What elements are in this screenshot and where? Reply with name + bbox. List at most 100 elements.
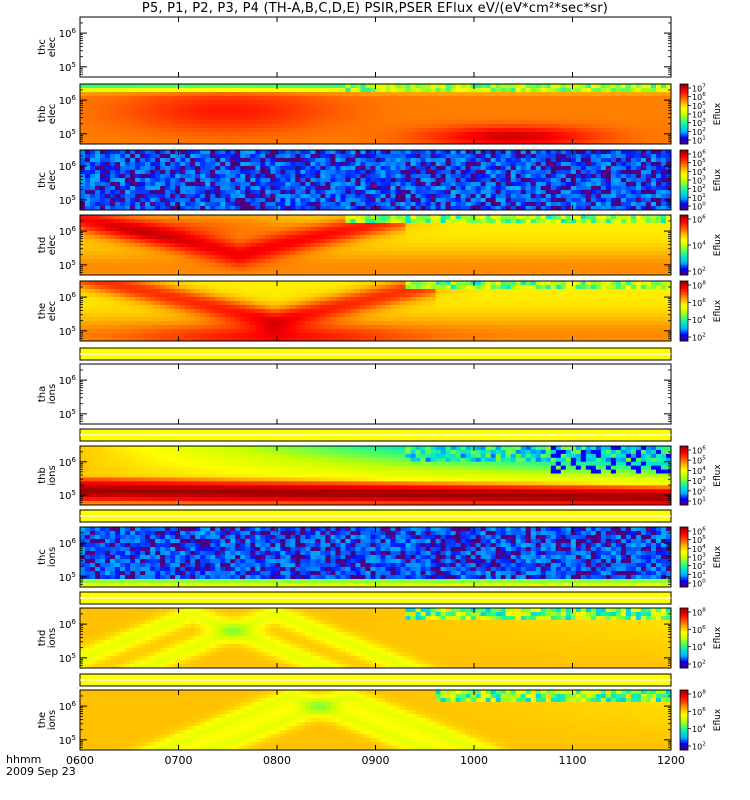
heatmap-cell: [225, 247, 231, 252]
heatmap-cell: [340, 231, 346, 236]
heatmap-cell: [295, 120, 301, 125]
heatmap-cell: [160, 255, 166, 260]
heatmap-cell: [425, 190, 431, 195]
colorbar-swatch: [680, 123, 688, 125]
heatmap-cell: [300, 194, 306, 199]
heatmap-cell: [230, 267, 236, 272]
heatmap-cell: [335, 100, 341, 105]
heatmap-cell: [160, 140, 166, 145]
heatmap-cell: [635, 132, 642, 137]
heatmap-cell: [375, 202, 381, 207]
heatmap-cell: [85, 84, 91, 89]
heatmap-cell: [380, 158, 386, 163]
heatmap-cell: [450, 166, 457, 171]
heatmap-cell: [320, 84, 326, 89]
heatmap-cell: [435, 182, 442, 187]
heatmap-cell: [305, 263, 311, 268]
heatmap-cell: [390, 92, 396, 97]
heatmap-cell: [455, 259, 462, 264]
heatmap-cell: [455, 219, 462, 224]
heatmap-cell: [565, 182, 572, 187]
heatmap-cell: [570, 174, 577, 179]
heatmap-cell: [395, 170, 401, 175]
heatmap-cell: [150, 243, 156, 248]
tick-label: 106: [692, 92, 706, 102]
heatmap-cell: [240, 92, 246, 97]
heatmap-cell: [535, 158, 542, 163]
heatmap-cell: [205, 206, 211, 211]
heatmap-cell: [215, 136, 221, 141]
heatmap-cell: [225, 158, 231, 163]
heatmap-cell: [150, 259, 156, 264]
heatmap-cell: [230, 271, 236, 276]
heatmap-cell: [315, 186, 321, 191]
heatmap-cell: [270, 88, 276, 93]
heatmap-cell: [545, 140, 552, 145]
heatmap-cell: [210, 190, 216, 195]
heatmap-cell: [170, 251, 176, 256]
heatmap-cell: [265, 194, 271, 199]
heatmap-cell: [580, 136, 587, 141]
heatmap-cell: [400, 136, 406, 141]
heatmap-cell: [270, 120, 276, 125]
heatmap-cell: [240, 251, 246, 256]
heatmap-cell: [90, 174, 96, 179]
heatmap-cell: [145, 166, 151, 171]
heatmap-cell: [250, 116, 256, 121]
heatmap-cell: [455, 104, 462, 109]
heatmap-cell: [155, 88, 161, 93]
heatmap-cell: [625, 182, 632, 187]
heatmap-cell: [95, 202, 101, 207]
heatmap-cell: [655, 194, 662, 199]
heatmap-cell: [200, 194, 206, 199]
heatmap-cell: [125, 158, 131, 163]
heatmap-cell: [115, 120, 121, 125]
heatmap-cell: [280, 243, 286, 248]
heatmap-cell: [275, 108, 281, 113]
heatmap-cell: [625, 154, 632, 159]
heatmap-cell: [405, 202, 411, 207]
heatmap-cell: [595, 120, 602, 125]
heatmap-cell: [285, 158, 291, 163]
heatmap-cell: [215, 112, 221, 117]
heatmap-cell: [335, 206, 341, 211]
heatmap-cell: [615, 166, 622, 171]
heatmap-cell: [325, 186, 331, 191]
heatmap-cell: [295, 170, 301, 175]
heatmap-cell: [205, 132, 211, 137]
heatmap-cell: [305, 124, 311, 129]
heatmap-cell: [160, 150, 166, 155]
heatmap-cell: [195, 150, 201, 155]
heatmap-cell: [460, 255, 467, 260]
heatmap-cell: [535, 182, 542, 187]
heatmap-cell: [250, 215, 256, 220]
heatmap-cell: [435, 170, 442, 175]
heatmap-cell: [335, 198, 341, 203]
heatmap-cell: [120, 263, 126, 268]
heatmap-cell: [350, 104, 356, 109]
heatmap-cell: [240, 219, 246, 224]
heatmap-cell: [185, 136, 191, 141]
heatmap-cell: [255, 198, 261, 203]
heatmap-cell: [385, 162, 391, 167]
heatmap-cell: [470, 104, 477, 109]
heatmap-cell: [665, 162, 672, 167]
heatmap-cell: [570, 170, 577, 175]
heatmap-cell: [425, 178, 431, 183]
heatmap-cell: [80, 140, 86, 145]
heatmap-cell: [320, 206, 326, 211]
heatmap-cell: [495, 190, 502, 195]
heatmap-cell: [270, 231, 276, 236]
heatmap-cell: [415, 219, 421, 224]
heatmap-cell: [630, 128, 637, 133]
colorbar-swatch: [680, 100, 688, 103]
heatmap-cell: [170, 263, 176, 268]
heatmap-cell: [445, 150, 452, 155]
heatmap-cell: [490, 104, 497, 109]
heatmap-cell: [315, 267, 321, 272]
heatmap-cell: [425, 170, 431, 175]
heatmap-cell: [175, 104, 181, 109]
heatmap-cell: [335, 178, 341, 183]
heatmap-cell: [155, 194, 161, 199]
heatmap-cell: [235, 186, 241, 191]
